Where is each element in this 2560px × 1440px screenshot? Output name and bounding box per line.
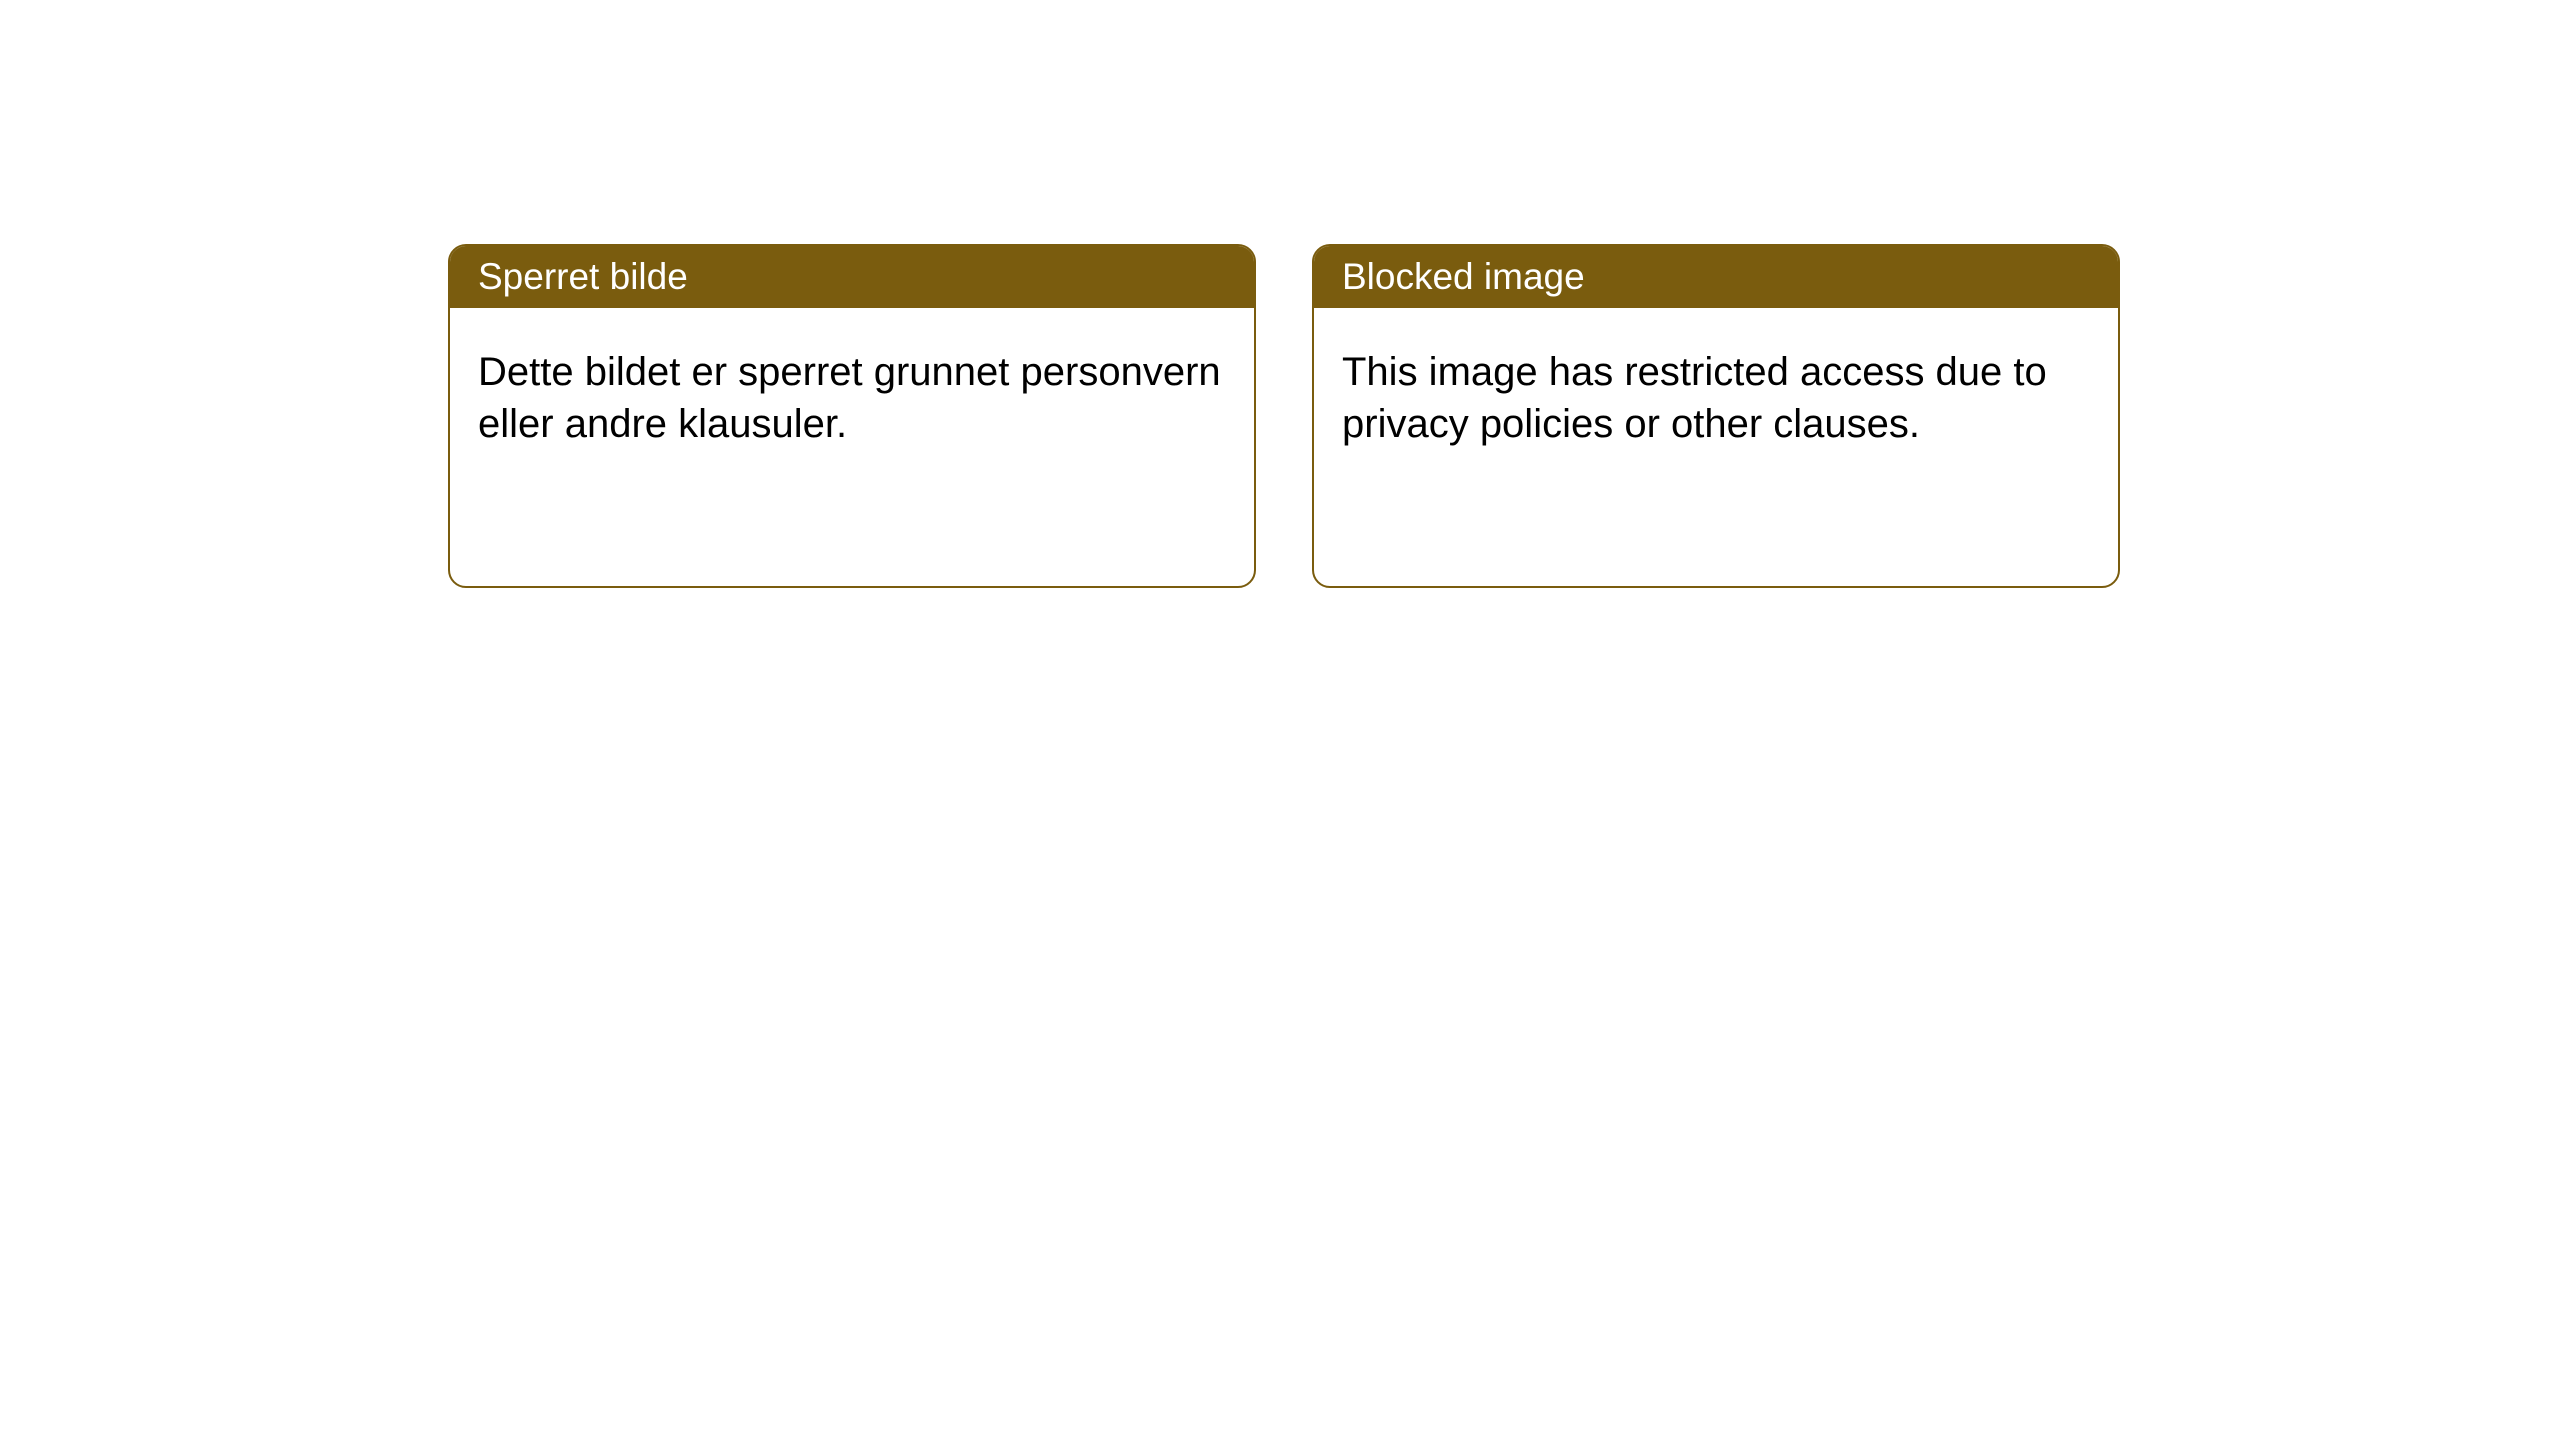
card-body: Dette bildet er sperret grunnet personve…	[450, 308, 1254, 586]
card-header: Sperret bilde	[450, 246, 1254, 308]
card-body-text: This image has restricted access due to …	[1342, 350, 2047, 446]
card-title: Sperret bilde	[478, 256, 688, 297]
card-body-text: Dette bildet er sperret grunnet personve…	[478, 350, 1221, 446]
card-body: This image has restricted access due to …	[1314, 308, 2118, 586]
card-header: Blocked image	[1314, 246, 2118, 308]
notice-card-container: Sperret bilde Dette bildet er sperret gr…	[448, 244, 2120, 588]
card-title: Blocked image	[1342, 256, 1585, 297]
notice-card-norwegian: Sperret bilde Dette bildet er sperret gr…	[448, 244, 1256, 588]
notice-card-english: Blocked image This image has restricted …	[1312, 244, 2120, 588]
